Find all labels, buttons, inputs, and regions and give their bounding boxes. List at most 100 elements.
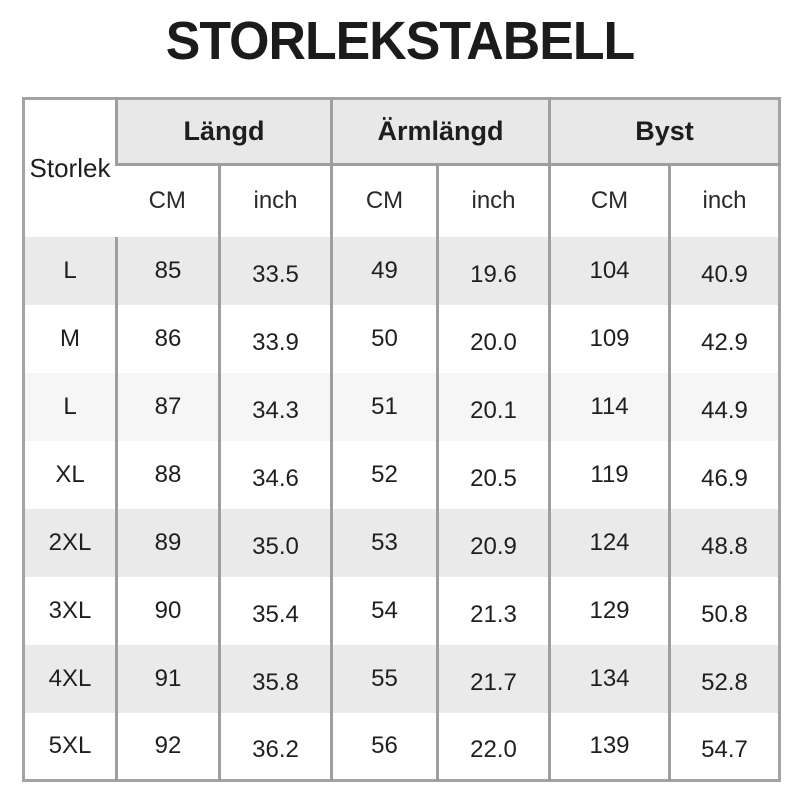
cell-armlangd-inch: 21.3 (435, 576, 550, 645)
table-row: 5XL 92 36.2 56 22.0 139 54.7 (23, 712, 780, 781)
cell-langd-cm: 91 (115, 644, 220, 713)
table-row: 2XL 89 35.0 53 20.9 124 48.8 (23, 508, 780, 577)
cell-langd-inch: 35.0 (218, 508, 332, 577)
cell-size: L (63, 256, 77, 284)
unit-header-byst-cm: CM (548, 164, 670, 237)
cell-value: 42.9 (701, 328, 748, 356)
cell-value: 48.8 (701, 532, 748, 560)
cell-byst-cm: 119 (548, 440, 670, 509)
table-row: L 87 34.3 51 20.1 114 44.9 (23, 372, 780, 441)
cell-armlangd-inch: 20.5 (435, 440, 550, 509)
cell-byst-inch: 52.8 (668, 644, 780, 713)
cell-value: 54.7 (701, 735, 748, 763)
cell-size: L (63, 392, 77, 420)
cell-size: 4XL (48, 664, 92, 692)
cell-byst-cm: 124 (548, 508, 670, 577)
cell-value: 35.0 (252, 532, 299, 560)
column-group-armlangd: Ärmlängd (329, 98, 550, 166)
cell-byst-inch: 42.9 (668, 304, 780, 373)
cell-value: 20.0 (470, 328, 517, 356)
cell-langd-inch: 35.4 (218, 576, 332, 645)
table-row: L 85 33.5 49 19.6 104 40.9 (23, 236, 780, 305)
cell-armlangd-cm: 50 (330, 304, 438, 373)
cell-byst-cm: 104 (548, 236, 670, 305)
cell-armlangd-cm: 53 (330, 508, 438, 577)
cell-armlangd-cm: 51 (330, 372, 438, 441)
cell-byst-inch: 54.7 (668, 712, 780, 781)
column-header-storlek: Storlek (23, 98, 117, 237)
cell-langd-cm: 87 (115, 372, 220, 441)
unit-header-langd-inch: inch (218, 164, 332, 237)
cell-value: 40.9 (701, 260, 748, 288)
table-row: XL 88 34.6 52 20.5 119 46.9 (23, 440, 780, 509)
cell-value: 46.9 (701, 464, 748, 492)
cell-langd-inch: 34.6 (218, 440, 332, 509)
cell-size: 5XL (48, 731, 92, 759)
cell-byst-inch: 48.8 (668, 508, 780, 577)
cell-langd-cm: 85 (115, 236, 220, 305)
page-title: STORLEKSTABELL (165, 11, 635, 71)
cell-value: 21.7 (470, 668, 517, 696)
cell-armlangd-cm: 55 (330, 644, 438, 713)
cell-value: 36.2 (252, 735, 299, 763)
unit-header-byst-inch: inch (668, 164, 780, 237)
table-row: M 86 33.9 50 20.0 109 42.9 (23, 304, 780, 373)
cell-byst-inch: 44.9 (668, 372, 780, 441)
size-table: Storlek Längd Ärmlängd Byst CM inch CM i… (22, 97, 782, 782)
cell-byst-inch: 50.8 (668, 576, 780, 645)
cell-langd-inch: 34.3 (218, 372, 332, 441)
cell-size: M (60, 324, 80, 352)
cell-value: 19.6 (470, 260, 517, 288)
cell-langd-inch: 36.2 (218, 712, 332, 781)
group-header-row: Storlek Längd Ärmlängd Byst (23, 98, 780, 237)
table-row: 4XL 91 35.8 55 21.7 134 52.8 (23, 644, 780, 713)
cell-value: 44.9 (701, 396, 748, 424)
cell-armlangd-inch: 20.9 (435, 508, 550, 577)
cell-value: 52.8 (701, 668, 748, 696)
cell-byst-cm: 109 (548, 304, 670, 373)
cell-langd-cm: 88 (115, 440, 220, 509)
cell-byst-cm: 134 (548, 644, 670, 713)
unit-header-row: CM inch CM inch CM inch (24, 164, 780, 237)
cell-langd-cm: 89 (115, 508, 220, 577)
cell-value: 34.6 (252, 464, 299, 492)
cell-value: 33.9 (252, 328, 299, 356)
cell-byst-cm: 129 (548, 576, 670, 645)
cell-size: 2XL (48, 528, 92, 556)
cell-byst-inch: 40.9 (668, 236, 780, 305)
cell-value: 20.1 (470, 396, 517, 424)
cell-langd-cm: 90 (115, 576, 220, 645)
cell-langd-inch: 33.9 (218, 304, 332, 373)
cell-langd-inch: 33.5 (218, 236, 332, 305)
cell-byst-cm: 114 (548, 372, 670, 441)
cell-value: 35.8 (252, 668, 299, 696)
cell-armlangd-inch: 19.6 (435, 236, 550, 305)
column-group-byst: Byst (548, 98, 780, 166)
cell-size: XL (55, 460, 85, 488)
cell-armlangd-inch: 20.1 (435, 372, 550, 441)
table-row: 3XL 90 35.4 54 21.3 129 50.8 (23, 576, 780, 645)
cell-value: 50.8 (701, 600, 748, 628)
cell-armlangd-inch: 21.7 (435, 644, 550, 713)
cell-langd-inch: 35.8 (218, 644, 332, 713)
cell-armlangd-inch: 22.0 (435, 712, 550, 781)
cell-langd-cm: 86 (115, 304, 220, 373)
cell-value: 33.5 (252, 260, 299, 288)
cell-value: 21.3 (470, 600, 517, 628)
cell-value: 20.9 (470, 532, 517, 560)
cell-armlangd-inch: 20.0 (435, 304, 550, 373)
cell-armlangd-cm: 56 (330, 712, 438, 781)
cell-armlangd-cm: 52 (330, 440, 438, 509)
unit-header-langd-cm: CM (116, 164, 220, 237)
cell-langd-cm: 92 (115, 712, 220, 781)
unit-header-armlangd-cm: CM (330, 164, 438, 237)
cell-byst-cm: 139 (548, 712, 670, 781)
unit-header-armlangd-inch: inch (435, 164, 550, 237)
cell-size: 3XL (48, 596, 92, 624)
cell-byst-inch: 46.9 (668, 440, 780, 509)
cell-value: 22.0 (470, 735, 517, 763)
cell-armlangd-cm: 49 (330, 236, 438, 305)
column-group-langd: Längd (115, 98, 332, 166)
cell-value: 34.3 (252, 396, 299, 424)
